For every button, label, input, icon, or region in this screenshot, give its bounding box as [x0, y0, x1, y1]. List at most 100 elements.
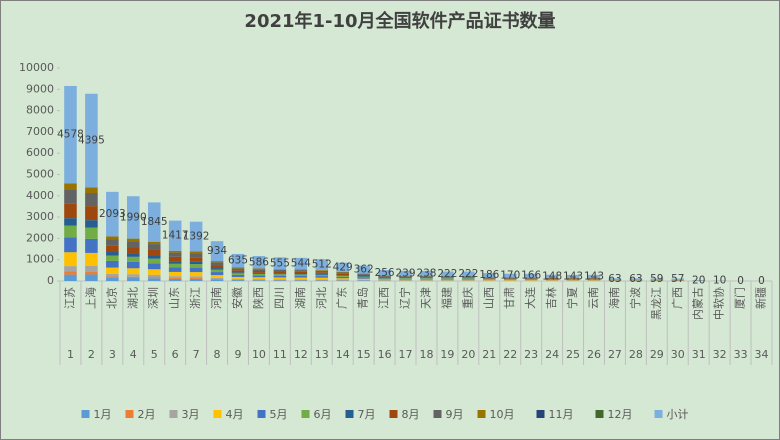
data-label: 20 — [692, 274, 705, 286]
legend-label: 7月 — [358, 408, 376, 421]
bar-segment — [336, 262, 349, 272]
legend-label: 4月 — [226, 408, 244, 421]
bar-segment — [147, 258, 161, 264]
data-label: 1392 — [183, 231, 210, 243]
bar-segment — [503, 277, 517, 279]
x-tick-label: 宁夏 — [565, 287, 579, 309]
x-group-label: 7 — [193, 348, 200, 361]
data-label: 362 — [354, 263, 374, 275]
data-label: 0 — [737, 275, 744, 287]
bar-segment — [608, 278, 622, 280]
bar-segment — [294, 271, 308, 274]
y-tick-label: 4000 — [26, 189, 54, 202]
bar-segment — [189, 253, 203, 258]
x-tick-label: 厦门 — [733, 287, 747, 309]
bar-segment — [399, 270, 412, 276]
bar-segment — [64, 237, 77, 253]
bar-segment — [336, 280, 349, 281]
x-tick-label: 江苏 — [63, 287, 76, 309]
bar-segment — [294, 273, 308, 275]
bar-segment — [231, 272, 245, 274]
bar-segment — [566, 274, 580, 278]
bar-segment — [420, 278, 433, 279]
bar-segment — [168, 276, 182, 278]
bar-segment — [294, 280, 308, 281]
bar-segment — [106, 277, 119, 281]
x-group-label: 15 — [357, 348, 371, 361]
bar-segment — [147, 277, 161, 279]
bar-segment — [64, 271, 77, 275]
bar-segment — [294, 274, 308, 276]
y-tick-label: 0 — [47, 274, 54, 287]
bar-segment — [189, 261, 203, 265]
data-label: 0 — [758, 275, 765, 287]
bar-segment — [315, 270, 329, 273]
bar-segment — [189, 264, 203, 268]
bar-segment — [462, 278, 475, 279]
x-tick-label: 湖南 — [294, 287, 307, 309]
x-group-label: 20 — [461, 348, 475, 361]
bar-segment — [210, 268, 224, 270]
bar-segment — [273, 275, 287, 278]
x-group-label: 30 — [671, 348, 685, 361]
legend-label: 8月 — [402, 408, 420, 421]
x-group-label: 32 — [713, 348, 727, 361]
x-tick-label: 中软协 — [712, 287, 726, 320]
bar-segment — [336, 278, 349, 280]
bar-segment — [64, 252, 77, 267]
data-label: 544 — [291, 258, 311, 270]
bar-segment — [315, 279, 329, 280]
bar-segment — [273, 279, 287, 280]
data-label: 63 — [608, 273, 621, 285]
x-group-label: 21 — [482, 348, 496, 361]
bar-segment — [168, 278, 182, 281]
bar-segment — [189, 251, 203, 254]
bar-segment — [357, 280, 370, 281]
bar-segment — [168, 263, 182, 268]
bar-segment — [106, 255, 119, 261]
bar-segment — [127, 247, 140, 254]
y-tick-label: 3000 — [26, 210, 54, 223]
bar-segment — [231, 274, 245, 277]
bar-segment — [441, 271, 454, 277]
bar-segment — [64, 189, 77, 204]
legend-swatch — [125, 410, 134, 418]
bar-segment — [378, 270, 391, 276]
data-label: 59 — [650, 273, 663, 285]
bar-segment — [252, 268, 266, 270]
x-group-label: 27 — [608, 348, 622, 361]
x-group-label: 4 — [130, 348, 137, 361]
bar-segment — [231, 268, 245, 271]
bar-segment — [147, 241, 161, 245]
bar-segment — [336, 273, 349, 276]
data-label: 222 — [458, 268, 478, 280]
x-group-label: 8 — [214, 348, 221, 361]
bar-segment — [210, 279, 224, 280]
bar-segment — [106, 236, 119, 240]
bar-segment — [357, 273, 370, 275]
bar-segment — [210, 265, 224, 269]
bar-segment — [147, 278, 161, 281]
bar-segment — [127, 261, 140, 269]
legend-label: 12月 — [608, 408, 633, 421]
bar-segment — [273, 277, 287, 280]
bar-segment — [127, 276, 140, 279]
bar-segment — [483, 277, 496, 279]
legend-swatch — [389, 410, 398, 418]
bar-segment — [252, 278, 266, 280]
bar-segment — [294, 279, 308, 280]
x-group-label: 33 — [734, 348, 748, 361]
chart-title: 2021年1-10月全国软件产品证书数量 — [244, 10, 555, 32]
x-group-label: 23 — [524, 348, 538, 361]
bar-segment — [252, 275, 266, 278]
x-group-label: 6 — [172, 348, 179, 361]
bar-segment — [315, 280, 329, 281]
x-group-label: 2 — [88, 348, 95, 361]
x-tick-label: 河南 — [210, 287, 223, 309]
legend-label: 3月 — [182, 408, 200, 421]
data-label: 4395 — [78, 135, 105, 147]
bar-segment — [336, 275, 349, 277]
bar-segment — [315, 270, 329, 271]
y-tick-label: 9000 — [26, 82, 54, 95]
bar-segment — [210, 277, 224, 280]
